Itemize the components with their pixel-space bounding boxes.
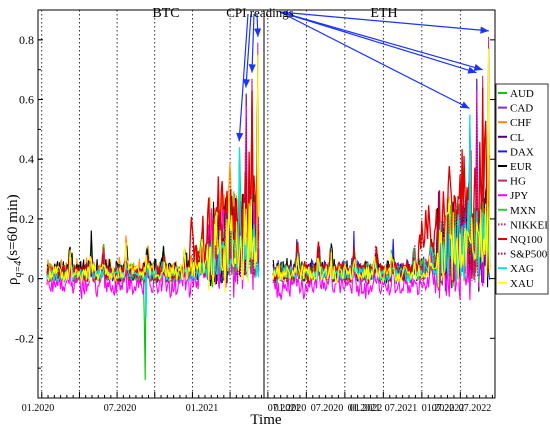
y-tick-label: 0.6 — [19, 93, 34, 107]
cpi-arrow-eth — [279, 11, 489, 34]
plot-frame — [37, 9, 496, 399]
x-tick-label: 01.2020 — [22, 403, 55, 414]
legend-label: S&P500 — [510, 249, 548, 261]
y-tick-label: 0.2 — [19, 212, 34, 226]
vertical-gridlines — [41, 10, 461, 398]
series-line-xau — [272, 48, 491, 288]
cpi-arrow-btc — [248, 13, 256, 73]
x-tick-label-eth: 01.2022 — [422, 403, 455, 414]
y-axis-label-symbol: ρ — [5, 278, 21, 286]
legend-box — [495, 83, 549, 295]
x-tick-label-eth: 01.2021 — [348, 403, 381, 414]
cpi-arrow-btc — [254, 13, 262, 37]
x-tick-label: 01.2022 — [350, 403, 383, 414]
legend-label: EUR — [510, 161, 533, 173]
panel-btc-series — [46, 42, 260, 381]
x-tick-label-eth: 07.2022 — [459, 403, 492, 414]
x-tick-label: 07.2022 — [432, 403, 465, 414]
annotation-label: CPI readings — [226, 5, 294, 20]
panel-label-btc: BTC — [152, 6, 179, 21]
legend-label: JPY — [510, 190, 528, 202]
cpi-arrow-eth — [279, 11, 470, 110]
legend-label: CAD — [510, 103, 533, 115]
legend-label: HG — [510, 176, 526, 188]
legend-label: NIKKEI — [510, 219, 548, 231]
legend-label: DAX — [510, 146, 534, 158]
series-line-nq100 — [46, 90, 260, 284]
y-tick-label: -0.2 — [15, 331, 34, 345]
y-axis-label-text: ρq=4(s=60 min) — [5, 194, 24, 285]
y-tick-label: 0.8 — [19, 33, 34, 47]
legend-label: CL — [510, 132, 524, 144]
x-tick-label-eth: 07.2021 — [385, 403, 418, 414]
x-tick-label-eth: 01.2020 — [274, 403, 307, 414]
y-tick-label: 0.4 — [19, 152, 34, 166]
panel-eth-series — [272, 36, 491, 301]
x-tick-label: 07.2020 — [104, 403, 137, 414]
legend-label: NQ100 — [510, 234, 543, 246]
cpi-arrow-eth — [279, 11, 483, 71]
legend-label: XAG — [510, 263, 534, 275]
y-axis-label-subscript: q=4 — [13, 261, 24, 278]
y-axis-label: ρq=4(s=60 min) — [5, 194, 24, 285]
legend: AUD CAD CHF CL DAX EUR HG JPY MXN NIKKEI NQ100 S&P5… — [495, 83, 549, 295]
annotation-arrows — [236, 11, 489, 142]
y-tick-label: 0 — [28, 272, 34, 286]
legend-label: CHF — [510, 117, 531, 129]
series-line-sp500 — [46, 117, 260, 284]
x-axis-label: Time — [250, 412, 281, 427]
y-axis-label-rest: (s=60 min) — [5, 194, 21, 260]
legend-label: MXN — [510, 205, 536, 217]
x-tick-label: 01.2021 — [186, 403, 219, 414]
cpi-arrow-eth — [279, 11, 477, 74]
series-line-xau — [46, 54, 260, 293]
x-tick-label-eth: 07.2020 — [311, 403, 344, 414]
axes: -0.2 0 0.2 0.4 0.6 0.8 01.2020 07.2020 01.2021 07… — [15, 33, 495, 414]
cpi-arrow-btc — [242, 13, 252, 88]
legend-label: XAU — [510, 278, 534, 290]
panel-label-eth: ETH — [370, 6, 397, 21]
cpi-arrow-btc — [236, 13, 249, 142]
legend-label: AUD — [510, 88, 534, 100]
x-tick-label: 07.2021 — [268, 403, 301, 414]
